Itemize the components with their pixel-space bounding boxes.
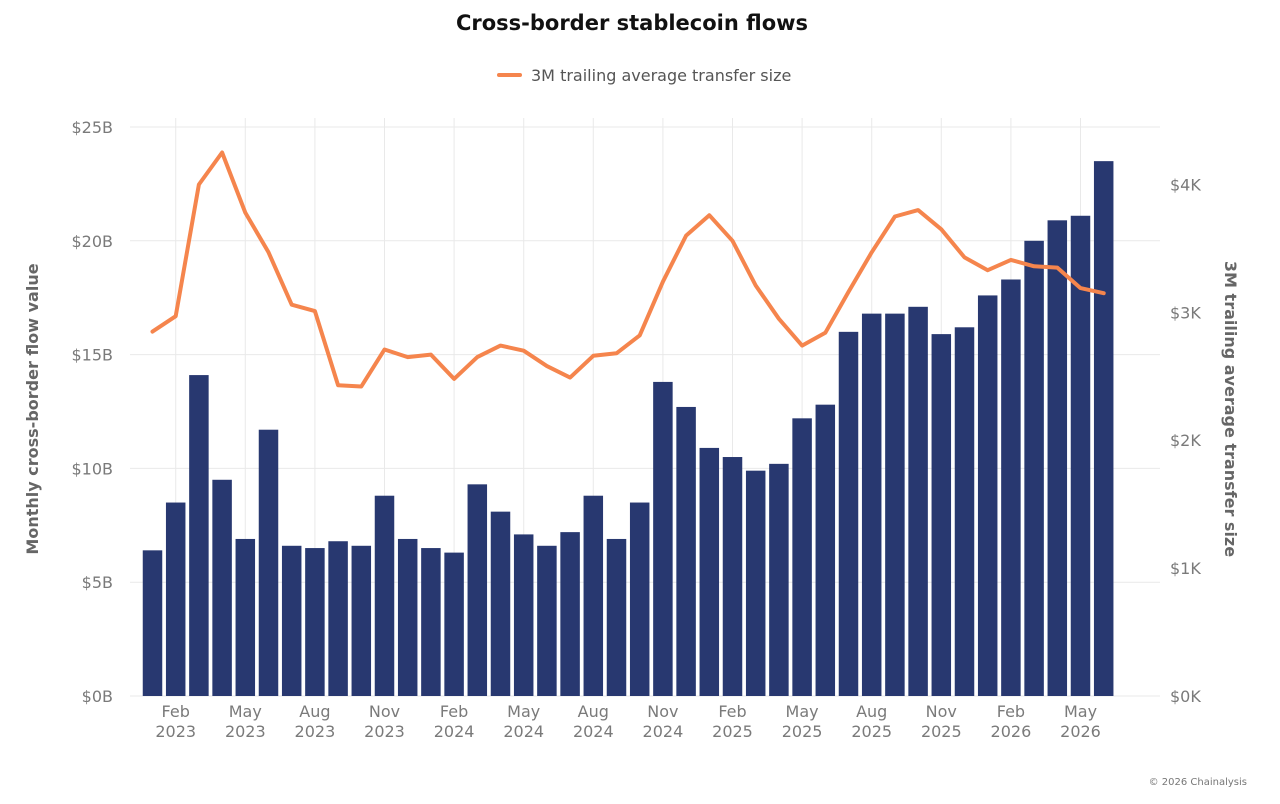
left-axis-ticks: $0B $5B $10B $15B $20B $25B bbox=[71, 118, 113, 706]
x-tick-month: Feb bbox=[162, 702, 190, 721]
bar bbox=[537, 545, 557, 696]
x-tick-year: 2025 bbox=[712, 722, 753, 741]
legend: 3M trailing average transfer size bbox=[497, 66, 791, 85]
right-axis-title: 3M trailing average transfer size bbox=[1221, 261, 1240, 557]
right-tick-label: $1K bbox=[1170, 559, 1201, 578]
bar bbox=[513, 534, 534, 696]
bar bbox=[954, 327, 975, 696]
bar bbox=[629, 502, 650, 696]
bar bbox=[1024, 240, 1044, 697]
right-tick-label: $2K bbox=[1170, 431, 1201, 450]
x-tick-year: 2024 bbox=[503, 722, 544, 741]
bar bbox=[212, 479, 232, 696]
bar bbox=[1070, 215, 1091, 697]
bar bbox=[490, 511, 511, 696]
bar-series bbox=[142, 161, 1114, 697]
x-tick-year: 2023 bbox=[295, 722, 336, 741]
x-tick-month: May bbox=[786, 702, 819, 721]
x-tick-year: 2026 bbox=[991, 722, 1032, 741]
x-tick-month: Nov bbox=[369, 702, 400, 721]
bar bbox=[722, 457, 743, 696]
bar bbox=[885, 313, 905, 696]
x-tick-month: Aug bbox=[856, 702, 887, 721]
bar bbox=[142, 550, 163, 696]
x-tick-year: 2024 bbox=[434, 722, 475, 741]
left-tick-label: $25B bbox=[71, 118, 113, 137]
x-tick-year: 2026 bbox=[1060, 722, 1101, 741]
bar bbox=[189, 375, 209, 696]
bar bbox=[1093, 161, 1114, 696]
bar bbox=[467, 484, 488, 696]
bar bbox=[676, 406, 696, 696]
x-tick-year: 2023 bbox=[225, 722, 266, 741]
bar bbox=[745, 470, 766, 696]
bar bbox=[374, 495, 395, 696]
x-tick-month: May bbox=[229, 702, 262, 721]
x-tick-year: 2024 bbox=[643, 722, 684, 741]
chart-credit: © 2026 Chainalysis bbox=[1149, 777, 1247, 788]
x-axis-ticks: Feb2023May2023Aug2023Nov2023Feb2024May20… bbox=[155, 702, 1101, 741]
x-tick-year: 2023 bbox=[155, 722, 196, 741]
bar bbox=[908, 306, 928, 696]
bar bbox=[838, 331, 859, 696]
bar bbox=[351, 545, 372, 696]
bar bbox=[1001, 279, 1021, 696]
bar bbox=[397, 538, 418, 696]
bar bbox=[328, 541, 348, 696]
x-tick-month: May bbox=[1064, 702, 1097, 721]
bar bbox=[305, 548, 325, 696]
x-tick-month: Nov bbox=[647, 702, 678, 721]
bar bbox=[1047, 220, 1068, 697]
bar bbox=[699, 447, 720, 696]
x-tick-year: 2023 bbox=[364, 722, 405, 741]
bar bbox=[165, 502, 186, 696]
bar bbox=[792, 418, 812, 696]
left-tick-label: $10B bbox=[71, 459, 113, 478]
bar bbox=[235, 538, 256, 696]
bar bbox=[977, 295, 998, 696]
x-tick-month: Feb bbox=[440, 702, 468, 721]
bar bbox=[421, 548, 441, 696]
x-tick-year: 2025 bbox=[921, 722, 962, 741]
x-tick-month: Aug bbox=[299, 702, 330, 721]
x-tick-year: 2025 bbox=[851, 722, 892, 741]
x-tick-month: Aug bbox=[578, 702, 609, 721]
bar bbox=[583, 495, 604, 696]
bar bbox=[653, 381, 673, 696]
bar bbox=[444, 552, 464, 696]
left-tick-label: $15B bbox=[71, 346, 113, 365]
bar bbox=[560, 532, 580, 696]
x-tick-month: Feb bbox=[997, 702, 1025, 721]
line-series bbox=[150, 150, 1106, 389]
bar bbox=[769, 463, 789, 696]
bar bbox=[281, 545, 302, 696]
right-tick-label: $3K bbox=[1170, 303, 1201, 322]
x-tick-year: 2025 bbox=[782, 722, 823, 741]
x-tick-month: Feb bbox=[718, 702, 746, 721]
bar bbox=[606, 538, 627, 696]
legend-label: 3M trailing average transfer size bbox=[531, 66, 791, 85]
chart-title: Cross-border stablecoin flows bbox=[456, 11, 808, 35]
bar bbox=[861, 313, 882, 696]
x-tick-year: 2024 bbox=[573, 722, 614, 741]
right-axis-ticks: $0K $1K $2K $3K $4K bbox=[1170, 175, 1201, 706]
bar bbox=[815, 404, 836, 696]
left-tick-label: $5B bbox=[82, 573, 113, 592]
right-tick-label: $0K bbox=[1170, 687, 1201, 706]
line-path bbox=[150, 150, 1106, 389]
x-tick-month: Nov bbox=[926, 702, 957, 721]
right-tick-label: $4K bbox=[1170, 175, 1201, 194]
bar bbox=[258, 429, 279, 696]
bar bbox=[931, 334, 952, 696]
left-tick-label: $0B bbox=[82, 687, 113, 706]
x-tick-month: May bbox=[507, 702, 540, 721]
left-tick-label: $20B bbox=[71, 232, 113, 251]
left-axis-title: Monthly cross-border flow value bbox=[23, 263, 42, 554]
